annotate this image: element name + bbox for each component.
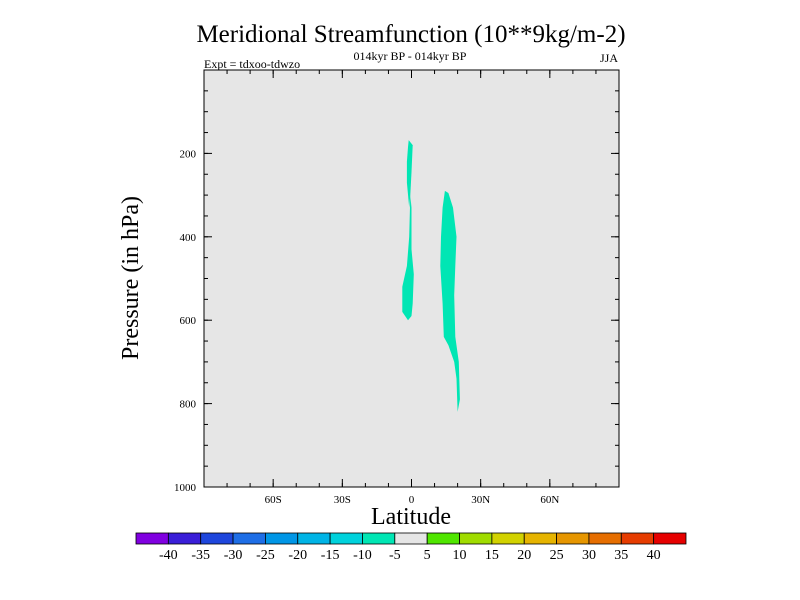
colorbar-label: 35 (614, 548, 628, 563)
x-tick-label: 30S (334, 494, 351, 506)
colorbar-swatch (167, 532, 202, 545)
colorbar-swatch (394, 532, 428, 545)
colorbar-swatch (491, 532, 525, 545)
contour-region-3 (440, 190, 460, 412)
experiment-label: Expt = tdxoo-tdwzo (204, 57, 300, 71)
chart-title: Meridional Streamfunction (10**9kg/m-2) (196, 21, 625, 48)
y-tick-label: 400 (180, 232, 197, 244)
contour-regions (402, 140, 460, 412)
colorbar-swatch (297, 532, 331, 545)
colorbar-label: 10 (453, 548, 467, 563)
x-axis-label: Latitude (371, 504, 451, 530)
x-tick-label: 60S (265, 494, 282, 506)
y-tick-label: 800 (180, 399, 197, 411)
colorbar-label: 5 (424, 548, 431, 563)
colorbar-label: -20 (288, 548, 307, 563)
colorbar-label: -40 (159, 548, 178, 563)
x-tick-label: 0 (409, 494, 415, 506)
colorbar-swatch (426, 532, 460, 545)
season-label: JJA (600, 51, 618, 65)
colorbar-label: 25 (550, 548, 564, 563)
colorbar-swatch (329, 532, 363, 545)
colorbar-label: -15 (321, 548, 340, 563)
colorbar-swatch (523, 532, 557, 545)
colorbar-swatch (459, 532, 493, 545)
colorbar-label: -30 (224, 548, 243, 563)
y-tick-label: 600 (180, 315, 197, 327)
chart-subtitle: 014kyr BP - 014kyr BP (354, 49, 467, 63)
colorbar-swatch (362, 532, 396, 545)
y-tick-label: 1000 (174, 482, 197, 494)
colorbar-label: 15 (485, 548, 499, 563)
colorbar-swatch (200, 532, 234, 545)
colorbar-swatch (588, 532, 622, 545)
colorbar-label: -35 (191, 548, 210, 563)
colorbar-swatch (620, 532, 655, 545)
colorbar-swatch (653, 532, 687, 545)
colorbar: -40 -35 -30 -25 -20 -15 -10 -5 5 10 15 20 25 30 35 40 (135, 532, 687, 563)
colorbar-swatch (556, 532, 590, 545)
x-tick-label: 60N (540, 494, 559, 506)
colorbar-swatch (265, 532, 299, 545)
colorbar-label: 30 (582, 548, 596, 563)
colorbar-swatch (232, 532, 266, 545)
y-axis-ticks: 200 400 600 800 1000 (174, 148, 619, 494)
colorbar-swatch (135, 532, 169, 545)
colorbar-label: -10 (353, 548, 372, 563)
colorbar-label: 20 (517, 548, 531, 563)
colorbar-label: -25 (256, 548, 275, 563)
x-axis-ticks: 60S 30S 0 30N 60N (265, 70, 559, 506)
y-axis-label: Pressure (in hPa) (118, 196, 144, 360)
contour-region-1 (406, 140, 413, 208)
colorbar-label: -5 (389, 548, 401, 563)
x-tick-label: 30N (471, 494, 490, 506)
y-tick-label: 200 (180, 148, 197, 160)
contour-region-2 (402, 195, 414, 321)
colorbar-label: 40 (647, 548, 661, 563)
plot-area: 60S 30S 0 30N 60N 200 400 600 800 1000 (174, 69, 620, 506)
